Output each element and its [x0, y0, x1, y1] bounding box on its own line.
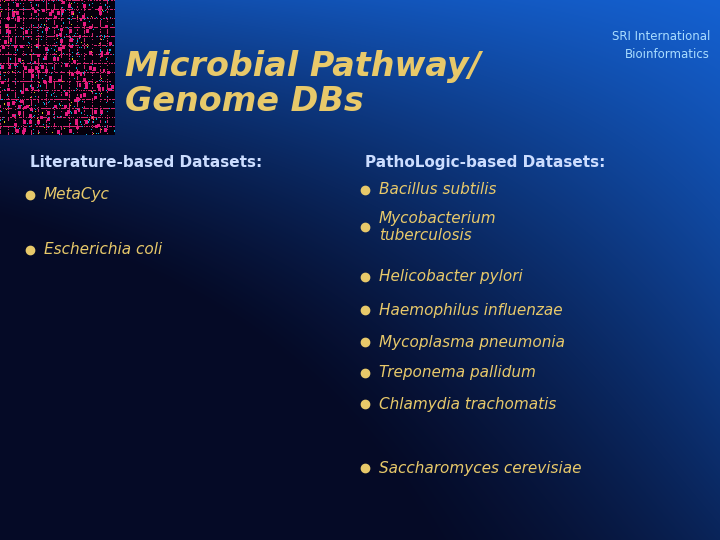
Text: SRI International
Bioinformatics: SRI International Bioinformatics [611, 30, 710, 61]
Text: PathoLogic-based Datasets:: PathoLogic-based Datasets: [365, 155, 606, 170]
Text: Saccharomyces cerevisiae: Saccharomyces cerevisiae [379, 461, 582, 476]
Text: Helicobacter pylori: Helicobacter pylori [379, 269, 523, 285]
Text: Bacillus subtilis: Bacillus subtilis [379, 183, 497, 198]
Text: Mycoplasma pneumonia: Mycoplasma pneumonia [379, 334, 565, 349]
Text: Haemophilus influenzae: Haemophilus influenzae [379, 302, 562, 318]
Text: Chlamydia trachomatis: Chlamydia trachomatis [379, 396, 557, 411]
Text: MetaCyc: MetaCyc [44, 187, 110, 202]
Text: Escherichia coli: Escherichia coli [44, 242, 162, 258]
Text: Genome DBs: Genome DBs [125, 85, 364, 118]
Text: Literature-based Datasets:: Literature-based Datasets: [30, 155, 262, 170]
Text: Mycobacterium
tuberculosis: Mycobacterium tuberculosis [379, 211, 497, 243]
Text: Microbial Pathway/: Microbial Pathway/ [125, 50, 481, 83]
Text: Treponema pallidum: Treponema pallidum [379, 366, 536, 381]
